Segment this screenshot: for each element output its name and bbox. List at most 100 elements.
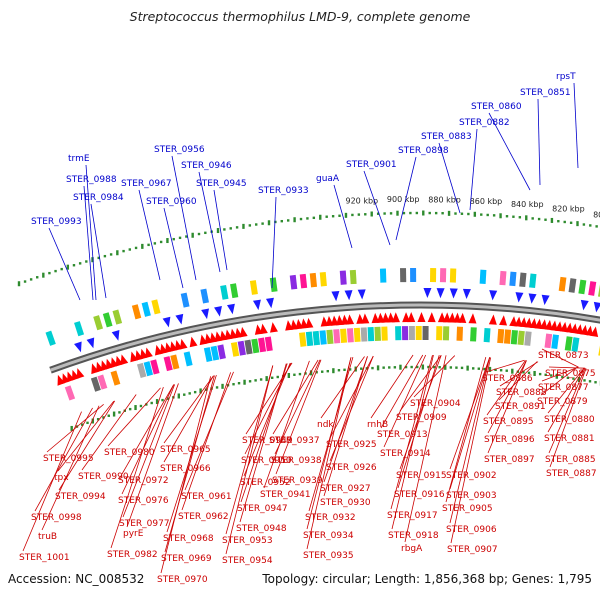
reverse-gene-label: STER_0950	[241, 456, 292, 466]
forward-feature-block	[339, 270, 347, 285]
reverse-leader-line	[243, 362, 291, 477]
inner-scale-mark	[215, 386, 219, 389]
reverse-gene-arrow	[549, 320, 558, 331]
outer-scale-mark	[441, 212, 444, 215]
reverse-feature-block	[244, 339, 253, 355]
inner-scale-mark	[243, 379, 246, 385]
reverse-gene-label: STER_0970	[157, 575, 208, 585]
outer-scale-mark	[229, 227, 232, 230]
reverse-gene-arrow	[519, 317, 528, 328]
reverse-feature-block	[544, 333, 553, 349]
reverse-leader-line	[487, 360, 527, 434]
inner-scale-mark	[112, 411, 116, 417]
forward-leader-line	[213, 189, 228, 271]
reverse-leader-line	[547, 367, 585, 433]
inner-scale-mark	[343, 368, 346, 372]
reverse-gene-arrow	[534, 318, 543, 330]
outer-scale-mark	[159, 240, 163, 244]
reverse-gene-label: STER_0881	[544, 434, 595, 444]
reverse-gene-label: rnhB	[367, 420, 388, 430]
reverse-leader-line	[160, 376, 212, 574]
outer-scale-mark	[116, 250, 119, 256]
reverse-feature-block	[230, 341, 240, 357]
outer-scale-mark	[66, 264, 70, 270]
reverse-leader-line	[445, 356, 487, 503]
reverse-leader-line	[121, 384, 175, 495]
reverse-feature-block	[551, 334, 559, 350]
reverse-gene-arrow	[570, 323, 578, 334]
outer-scale-mark	[589, 224, 592, 227]
reverse-feature-block	[408, 326, 415, 341]
forward-feature-block	[568, 278, 577, 293]
inner-scale-mark	[360, 367, 363, 370]
reverse-leader-line	[391, 354, 434, 530]
reverse-feature-block	[326, 329, 334, 345]
forward-gene-arrow	[86, 337, 95, 349]
forward-feature-block	[289, 274, 298, 290]
reverse-leader-line	[487, 360, 527, 454]
inner-scale-mark	[393, 366, 397, 369]
inner-scale-mark	[237, 382, 241, 385]
forward-gene-arrow	[593, 301, 600, 313]
forward-gene-label: STER_0860	[471, 102, 522, 112]
reverse-gene-arrow	[361, 313, 370, 324]
reverse-feature-block	[456, 326, 464, 341]
forward-gene-arrow	[344, 290, 353, 301]
outer-scale-mark	[473, 211, 477, 217]
outer-scale-mark	[486, 213, 489, 217]
reverse-leader-line	[225, 365, 274, 555]
reverse-gene-label: STER_0879	[537, 397, 588, 407]
inner-scale-mark	[276, 375, 279, 379]
reverse-leader-line	[181, 372, 232, 511]
inner-scale-mark	[566, 376, 570, 380]
reverse-feature-block	[510, 329, 518, 345]
reverse-feature-block	[442, 326, 450, 341]
reverse-feature-block	[305, 331, 314, 347]
outer-scale-mark	[467, 212, 470, 216]
forward-gene-arrow	[357, 289, 366, 300]
inner-scale-mark	[204, 388, 208, 391]
outer-scale-mark	[576, 221, 579, 227]
reverse-leader-line	[485, 359, 525, 373]
outer-scale-mark	[351, 213, 354, 217]
inner-scale-mark	[538, 372, 542, 376]
outer-scale-mark	[460, 212, 464, 215]
inner-scale-mark	[449, 366, 453, 369]
reverse-gene-arrow	[239, 326, 248, 338]
reverse-leader-line	[449, 357, 491, 524]
forward-feature-block	[249, 280, 258, 295]
reverse-feature-block	[136, 362, 147, 379]
scale-tick-label: 920 kbp	[346, 196, 379, 205]
outer-scale-mark	[85, 260, 88, 263]
reverse-gene-label: STER_0952	[240, 478, 291, 488]
outer-scale-mark	[191, 232, 194, 238]
reverse-leader-line	[22, 411, 82, 552]
forward-gene-label: STER_0933	[258, 186, 309, 196]
reverse-gene-arrow	[468, 313, 477, 324]
reverse-gene-arrow	[458, 312, 467, 324]
outer-scale-mark	[178, 236, 182, 240]
outer-scale-mark	[325, 215, 328, 218]
reverse-gene-arrow	[407, 312, 416, 323]
reverse-gene-label: STER_0909	[396, 413, 447, 423]
reverse-feature-block	[210, 345, 220, 361]
forward-feature-block	[45, 330, 56, 346]
forward-feature-block	[499, 270, 507, 286]
forward-feature-block	[439, 268, 447, 283]
outer-scale-mark	[383, 212, 386, 215]
inner-scale-mark	[96, 418, 100, 421]
outer-scale-mark	[242, 223, 245, 229]
inner-scale-mark	[177, 393, 181, 399]
outer-scale-mark	[569, 221, 573, 224]
outer-scale-mark	[54, 269, 57, 273]
reverse-gene-arrow	[590, 326, 599, 338]
forward-gene-arrow	[489, 290, 498, 301]
reverse-leader-line	[57, 400, 115, 472]
reverse-gene-arrow	[499, 315, 508, 326]
reverse-leader-line	[547, 367, 585, 414]
forward-feature-block	[558, 276, 567, 292]
outer-scale-mark	[396, 210, 399, 216]
inner-scale-mark	[371, 366, 374, 370]
reverse-gene-arrow	[417, 312, 426, 323]
reverse-feature-block	[395, 326, 402, 341]
